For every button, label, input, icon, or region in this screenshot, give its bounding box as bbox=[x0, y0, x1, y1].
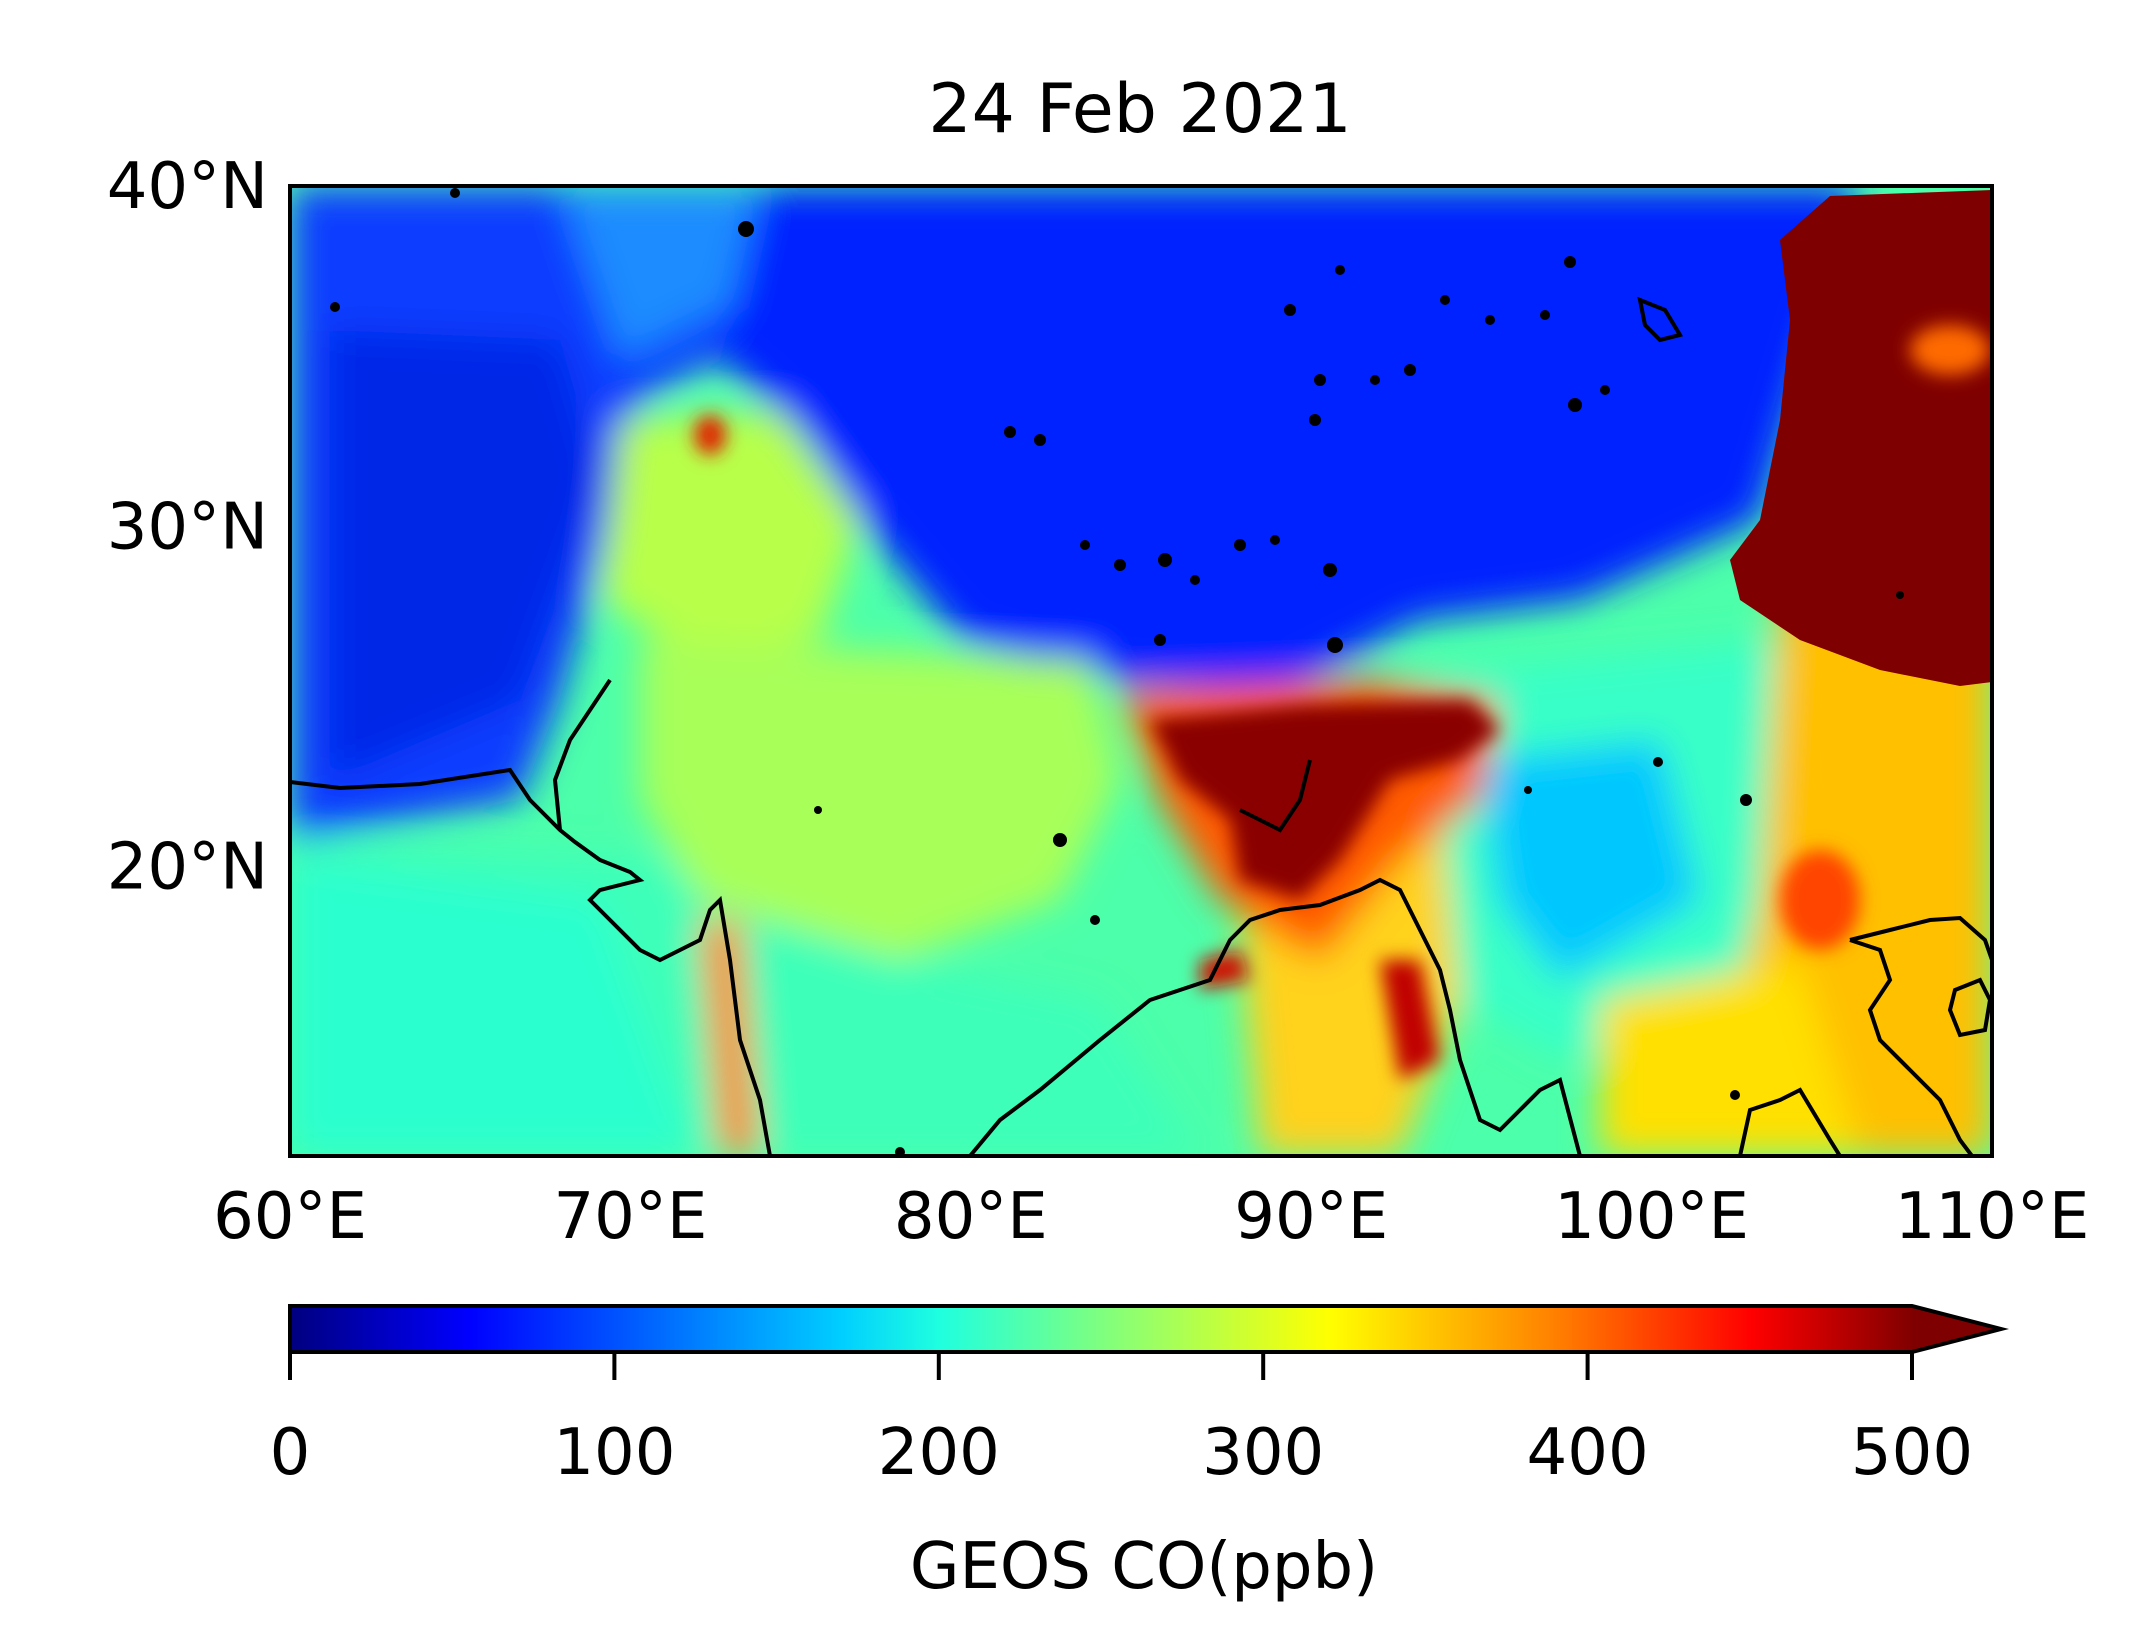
co-field bbox=[290, 186, 1992, 1156]
colorbar: 0 100 200 300 400 500 GEOS CO(ppb) bbox=[270, 1304, 2009, 1604]
colorbar-tick-label: 500 bbox=[1851, 1416, 1973, 1490]
colorbar-tick-label: 200 bbox=[878, 1416, 1000, 1490]
lon-tick-label: 100°E bbox=[1554, 1180, 1749, 1254]
colorbar-ticks: 0 100 200 300 400 500 bbox=[270, 1352, 1973, 1490]
colorbar-tick-label: 100 bbox=[553, 1416, 675, 1490]
colorbar-tick-label: 300 bbox=[1202, 1416, 1324, 1490]
lon-tick-label: 80°E bbox=[894, 1180, 1048, 1254]
lon-tick-label: 90°E bbox=[1234, 1180, 1388, 1254]
colorbar-label: GEOS CO(ppb) bbox=[910, 1530, 1378, 1604]
colorbar-tick-label: 400 bbox=[1527, 1416, 1649, 1490]
lat-tick-label: 40°N bbox=[107, 150, 268, 224]
map-frame bbox=[288, 184, 1994, 1158]
sichuan-basin-hotspot bbox=[1730, 190, 1992, 686]
latitude-tick-labels: 40°N 30°N 20°N bbox=[107, 150, 268, 905]
lon-tick-label: 110°E bbox=[1895, 1180, 2090, 1254]
colorbar-extend-arrow bbox=[1912, 1306, 2001, 1352]
longitude-tick-labels: 60°E 70°E 80°E 90°E 100°E 110°E bbox=[213, 1180, 2089, 1254]
lat-tick-label: 20°N bbox=[107, 831, 268, 905]
lakes bbox=[330, 188, 1904, 1157]
coastlines bbox=[290, 296, 1992, 1156]
lon-tick-label: 60°E bbox=[213, 1180, 367, 1254]
colorbar-tick-label: 0 bbox=[270, 1416, 311, 1490]
map-title: 24 Feb 2021 bbox=[928, 70, 1351, 149]
colorbar-ramp bbox=[290, 1306, 1914, 1352]
lon-tick-label: 70°E bbox=[553, 1180, 707, 1254]
colorbar-outline bbox=[288, 1304, 2009, 1354]
lat-tick-label: 30°N bbox=[107, 490, 268, 564]
